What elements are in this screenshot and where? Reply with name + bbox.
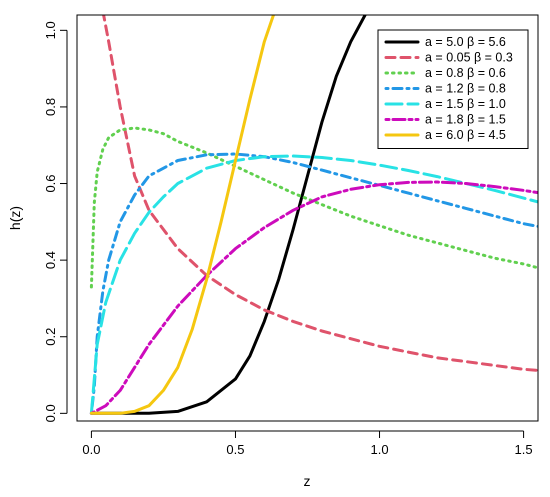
x-tick-label-1: 0.5 <box>226 442 244 457</box>
y-tick-label-0: 0.0 <box>43 404 58 422</box>
x-axis-label: z <box>304 473 311 489</box>
legend-label-3: a = 0.8 β = 0.6 <box>425 66 506 80</box>
legend-label-5: a = 1.5 β = 1.0 <box>425 97 506 111</box>
legend: a = 5.0 β = 5.6 a = 0.05 β = 0.3a = 0.8 β… <box>377 29 529 149</box>
series-line-1 <box>89 15 367 415</box>
y-tick-label-3: 0.6 <box>43 174 58 192</box>
y-tick-label-4: 0.8 <box>43 98 58 116</box>
series-line-4 <box>89 152 538 415</box>
y-axis: 0.0 0.2 0.4 0.6 0.8 1.0 <box>43 21 68 422</box>
legend-label-6: a = 1.8 β = 1.5 <box>425 113 506 127</box>
series-line-7 <box>89 15 276 415</box>
legend-label-2: a = 0.05 β = 0.3 <box>425 51 513 65</box>
plot-frame <box>76 14 539 422</box>
y-tick-label-2: 0.4 <box>43 251 58 269</box>
series-line-5 <box>89 154 538 415</box>
series-line-6 <box>89 180 538 415</box>
y-tick-label-1: 0.2 <box>43 328 58 346</box>
y-axis-label: h(z) <box>7 206 23 230</box>
legend-label-7: a = 6.0 β = 4.5 <box>425 128 506 142</box>
legend-label-1: a = 5.0 β = 5.6 <box>425 35 506 49</box>
x-axis: 0.0 0.5 1.0 1.5 <box>82 430 533 457</box>
series-line-2 <box>102 15 538 372</box>
legend-label-4: a = 1.2 β = 0.8 <box>425 82 506 96</box>
x-tick-label-3: 1.5 <box>515 442 533 457</box>
x-tick-label-2: 1.0 <box>370 442 388 457</box>
x-tick-label-0: 0.0 <box>82 442 100 457</box>
y-tick-label-5: 1.0 <box>43 21 58 39</box>
plot-lines <box>89 15 538 415</box>
